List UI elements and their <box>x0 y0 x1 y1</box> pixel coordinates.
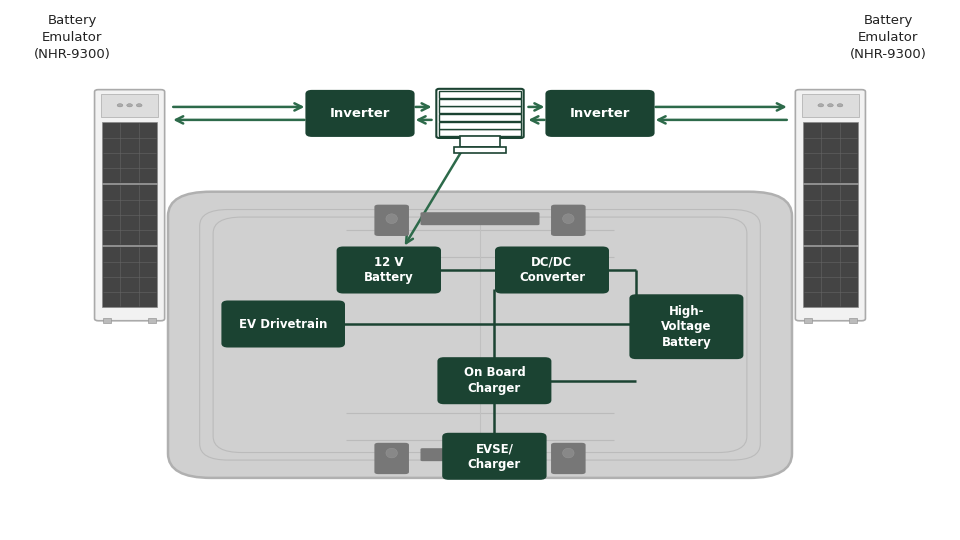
FancyBboxPatch shape <box>440 91 520 98</box>
Circle shape <box>117 104 123 107</box>
FancyBboxPatch shape <box>630 295 743 359</box>
FancyBboxPatch shape <box>102 94 157 117</box>
Ellipse shape <box>563 448 574 458</box>
Text: 12 V
Battery: 12 V Battery <box>364 256 414 284</box>
FancyBboxPatch shape <box>804 318 812 323</box>
Text: On Board
Charger: On Board Charger <box>464 367 525 395</box>
Text: Inverter: Inverter <box>570 107 630 120</box>
FancyBboxPatch shape <box>103 246 157 307</box>
FancyBboxPatch shape <box>438 358 551 403</box>
FancyBboxPatch shape <box>803 94 858 117</box>
FancyBboxPatch shape <box>440 106 520 113</box>
FancyBboxPatch shape <box>803 246 858 307</box>
Circle shape <box>136 104 142 107</box>
FancyBboxPatch shape <box>103 184 157 245</box>
FancyBboxPatch shape <box>94 90 165 321</box>
FancyBboxPatch shape <box>795 90 866 321</box>
Circle shape <box>837 104 843 107</box>
FancyBboxPatch shape <box>168 192 792 478</box>
FancyBboxPatch shape <box>306 91 414 136</box>
FancyBboxPatch shape <box>460 136 500 147</box>
FancyBboxPatch shape <box>148 318 156 323</box>
FancyBboxPatch shape <box>440 122 520 129</box>
FancyBboxPatch shape <box>440 99 520 106</box>
FancyBboxPatch shape <box>440 129 520 136</box>
FancyBboxPatch shape <box>551 205 586 236</box>
FancyBboxPatch shape <box>803 184 858 245</box>
FancyBboxPatch shape <box>374 205 409 236</box>
FancyBboxPatch shape <box>546 91 654 136</box>
Ellipse shape <box>563 214 574 224</box>
FancyBboxPatch shape <box>444 434 545 479</box>
Text: Battery
Emulator
(NHR-9300): Battery Emulator (NHR-9300) <box>34 14 110 62</box>
Circle shape <box>828 104 833 107</box>
FancyBboxPatch shape <box>495 247 609 293</box>
Text: Battery
Emulator
(NHR-9300): Battery Emulator (NHR-9300) <box>850 14 926 62</box>
FancyBboxPatch shape <box>222 301 344 347</box>
FancyBboxPatch shape <box>453 147 507 152</box>
Text: EV Drivetrain: EV Drivetrain <box>239 318 327 330</box>
FancyBboxPatch shape <box>420 212 540 225</box>
Circle shape <box>818 104 824 107</box>
FancyBboxPatch shape <box>440 114 520 121</box>
Text: Inverter: Inverter <box>330 107 390 120</box>
FancyBboxPatch shape <box>374 443 409 474</box>
FancyBboxPatch shape <box>849 318 856 323</box>
FancyBboxPatch shape <box>104 318 111 323</box>
Ellipse shape <box>386 214 397 224</box>
FancyBboxPatch shape <box>103 123 157 183</box>
FancyBboxPatch shape <box>551 443 586 474</box>
FancyBboxPatch shape <box>803 123 858 183</box>
Ellipse shape <box>386 448 397 458</box>
Text: EVSE/
Charger: EVSE/ Charger <box>468 442 521 470</box>
Circle shape <box>127 104 132 107</box>
FancyBboxPatch shape <box>420 448 540 461</box>
Text: DC/DC
Converter: DC/DC Converter <box>519 256 585 284</box>
FancyBboxPatch shape <box>338 247 440 293</box>
Text: High-
Voltage
Battery: High- Voltage Battery <box>661 305 711 349</box>
